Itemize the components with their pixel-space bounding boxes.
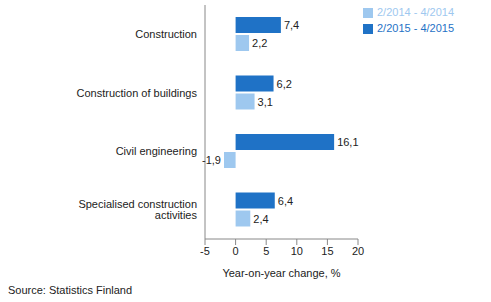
html-text:2/2015 - 4/2015: 2/2015 - 4/2015 xyxy=(377,22,455,34)
svg-text:Construction: Construction xyxy=(135,28,197,40)
svg-text:Specialised constructionactivi: Specialised constructionactivities xyxy=(78,198,197,221)
svg-text:2,4: 2,4 xyxy=(253,213,268,225)
svg-text:Civil engineering: Civil engineering xyxy=(116,145,197,157)
svg-text:20: 20 xyxy=(352,245,364,257)
svg-text:3,1: 3,1 xyxy=(258,96,273,108)
svg-text:2,2: 2,2 xyxy=(252,37,267,49)
svg-text:15: 15 xyxy=(321,245,333,257)
svg-text:6,4: 6,4 xyxy=(278,195,293,207)
svg-text:7,4: 7,4 xyxy=(284,19,299,31)
html-text:2/2014 - 4/2014: 2/2014 - 4/2014 xyxy=(377,6,455,18)
svg-text:0: 0 xyxy=(233,245,239,257)
svg-text:Construction of buildings: Construction of buildings xyxy=(77,87,198,99)
svg-text:6,2: 6,2 xyxy=(277,78,292,90)
svg-text:-1,9: -1,9 xyxy=(202,154,221,166)
svg-text:16,1: 16,1 xyxy=(337,136,358,148)
svg-text:5: 5 xyxy=(263,245,269,257)
svg-text:-5: -5 xyxy=(200,245,210,257)
html-text:Source: Statistics Finland: Source: Statistics Finland xyxy=(8,284,133,296)
svg-text:10: 10 xyxy=(291,245,303,257)
svg-text:Year-on-year change, %: Year-on-year change, % xyxy=(222,267,340,279)
